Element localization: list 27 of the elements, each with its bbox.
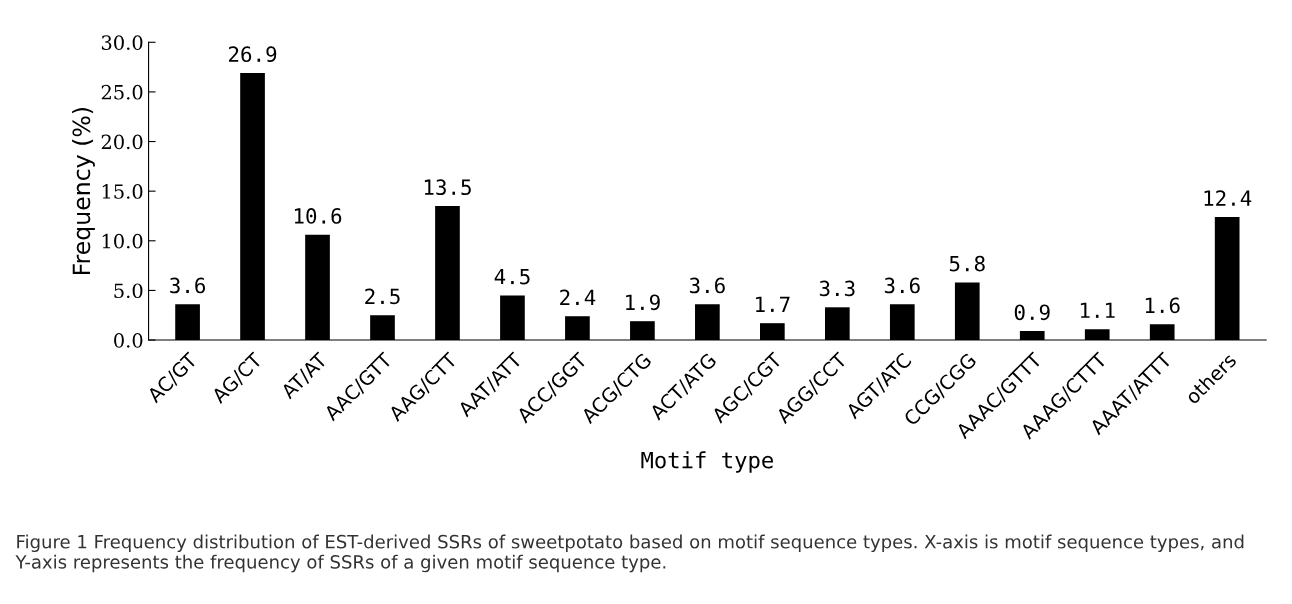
data-label: 26.9 bbox=[229, 46, 277, 63]
data-label: 3.6 bbox=[689, 277, 725, 294]
y-tick-label: 25.0 bbox=[101, 84, 143, 100]
data-label: 1.9 bbox=[626, 294, 660, 311]
data-label: 1.7 bbox=[756, 296, 790, 312]
data-label: 3.3 bbox=[819, 280, 855, 297]
data-label: 3.6 bbox=[170, 277, 206, 294]
y-tick-label: 15.0 bbox=[102, 184, 143, 199]
caption: Figure 1 Frequency distribution of EST-derived SSRs of sweetpotato based on motif sequence types. X-axis is motif sequence types, and Y-axis represents the frequency of SSRs of a given motif sequence type. bbox=[15, 534, 1244, 573]
data-label: 5.8 bbox=[949, 255, 985, 272]
data-label: 10.6 bbox=[294, 208, 342, 224]
data-label: 2.4 bbox=[560, 289, 596, 305]
y-tick-label: 5.0 bbox=[114, 283, 143, 299]
data-label: 0.9 bbox=[1014, 304, 1050, 321]
y-tick-label: 10.0 bbox=[102, 233, 143, 249]
data-label: 1.1 bbox=[1080, 302, 1115, 318]
data-label: 12.4 bbox=[1204, 190, 1252, 206]
y-tick-label: 0.0 bbox=[114, 333, 143, 348]
data-label: 4.5 bbox=[494, 268, 530, 285]
data-label: 2.5 bbox=[365, 288, 400, 305]
data-label: 3.6 bbox=[884, 277, 920, 294]
y-axis-title: Frequency (%) bbox=[72, 108, 95, 275]
data-label: 13.5 bbox=[424, 179, 471, 196]
x-axis-title: Motif type bbox=[641, 451, 773, 473]
y-tick-label: 30.0 bbox=[101, 35, 143, 50]
data-label: 1.6 bbox=[1145, 297, 1180, 314]
y-tick-label: 20.0 bbox=[101, 134, 143, 150]
